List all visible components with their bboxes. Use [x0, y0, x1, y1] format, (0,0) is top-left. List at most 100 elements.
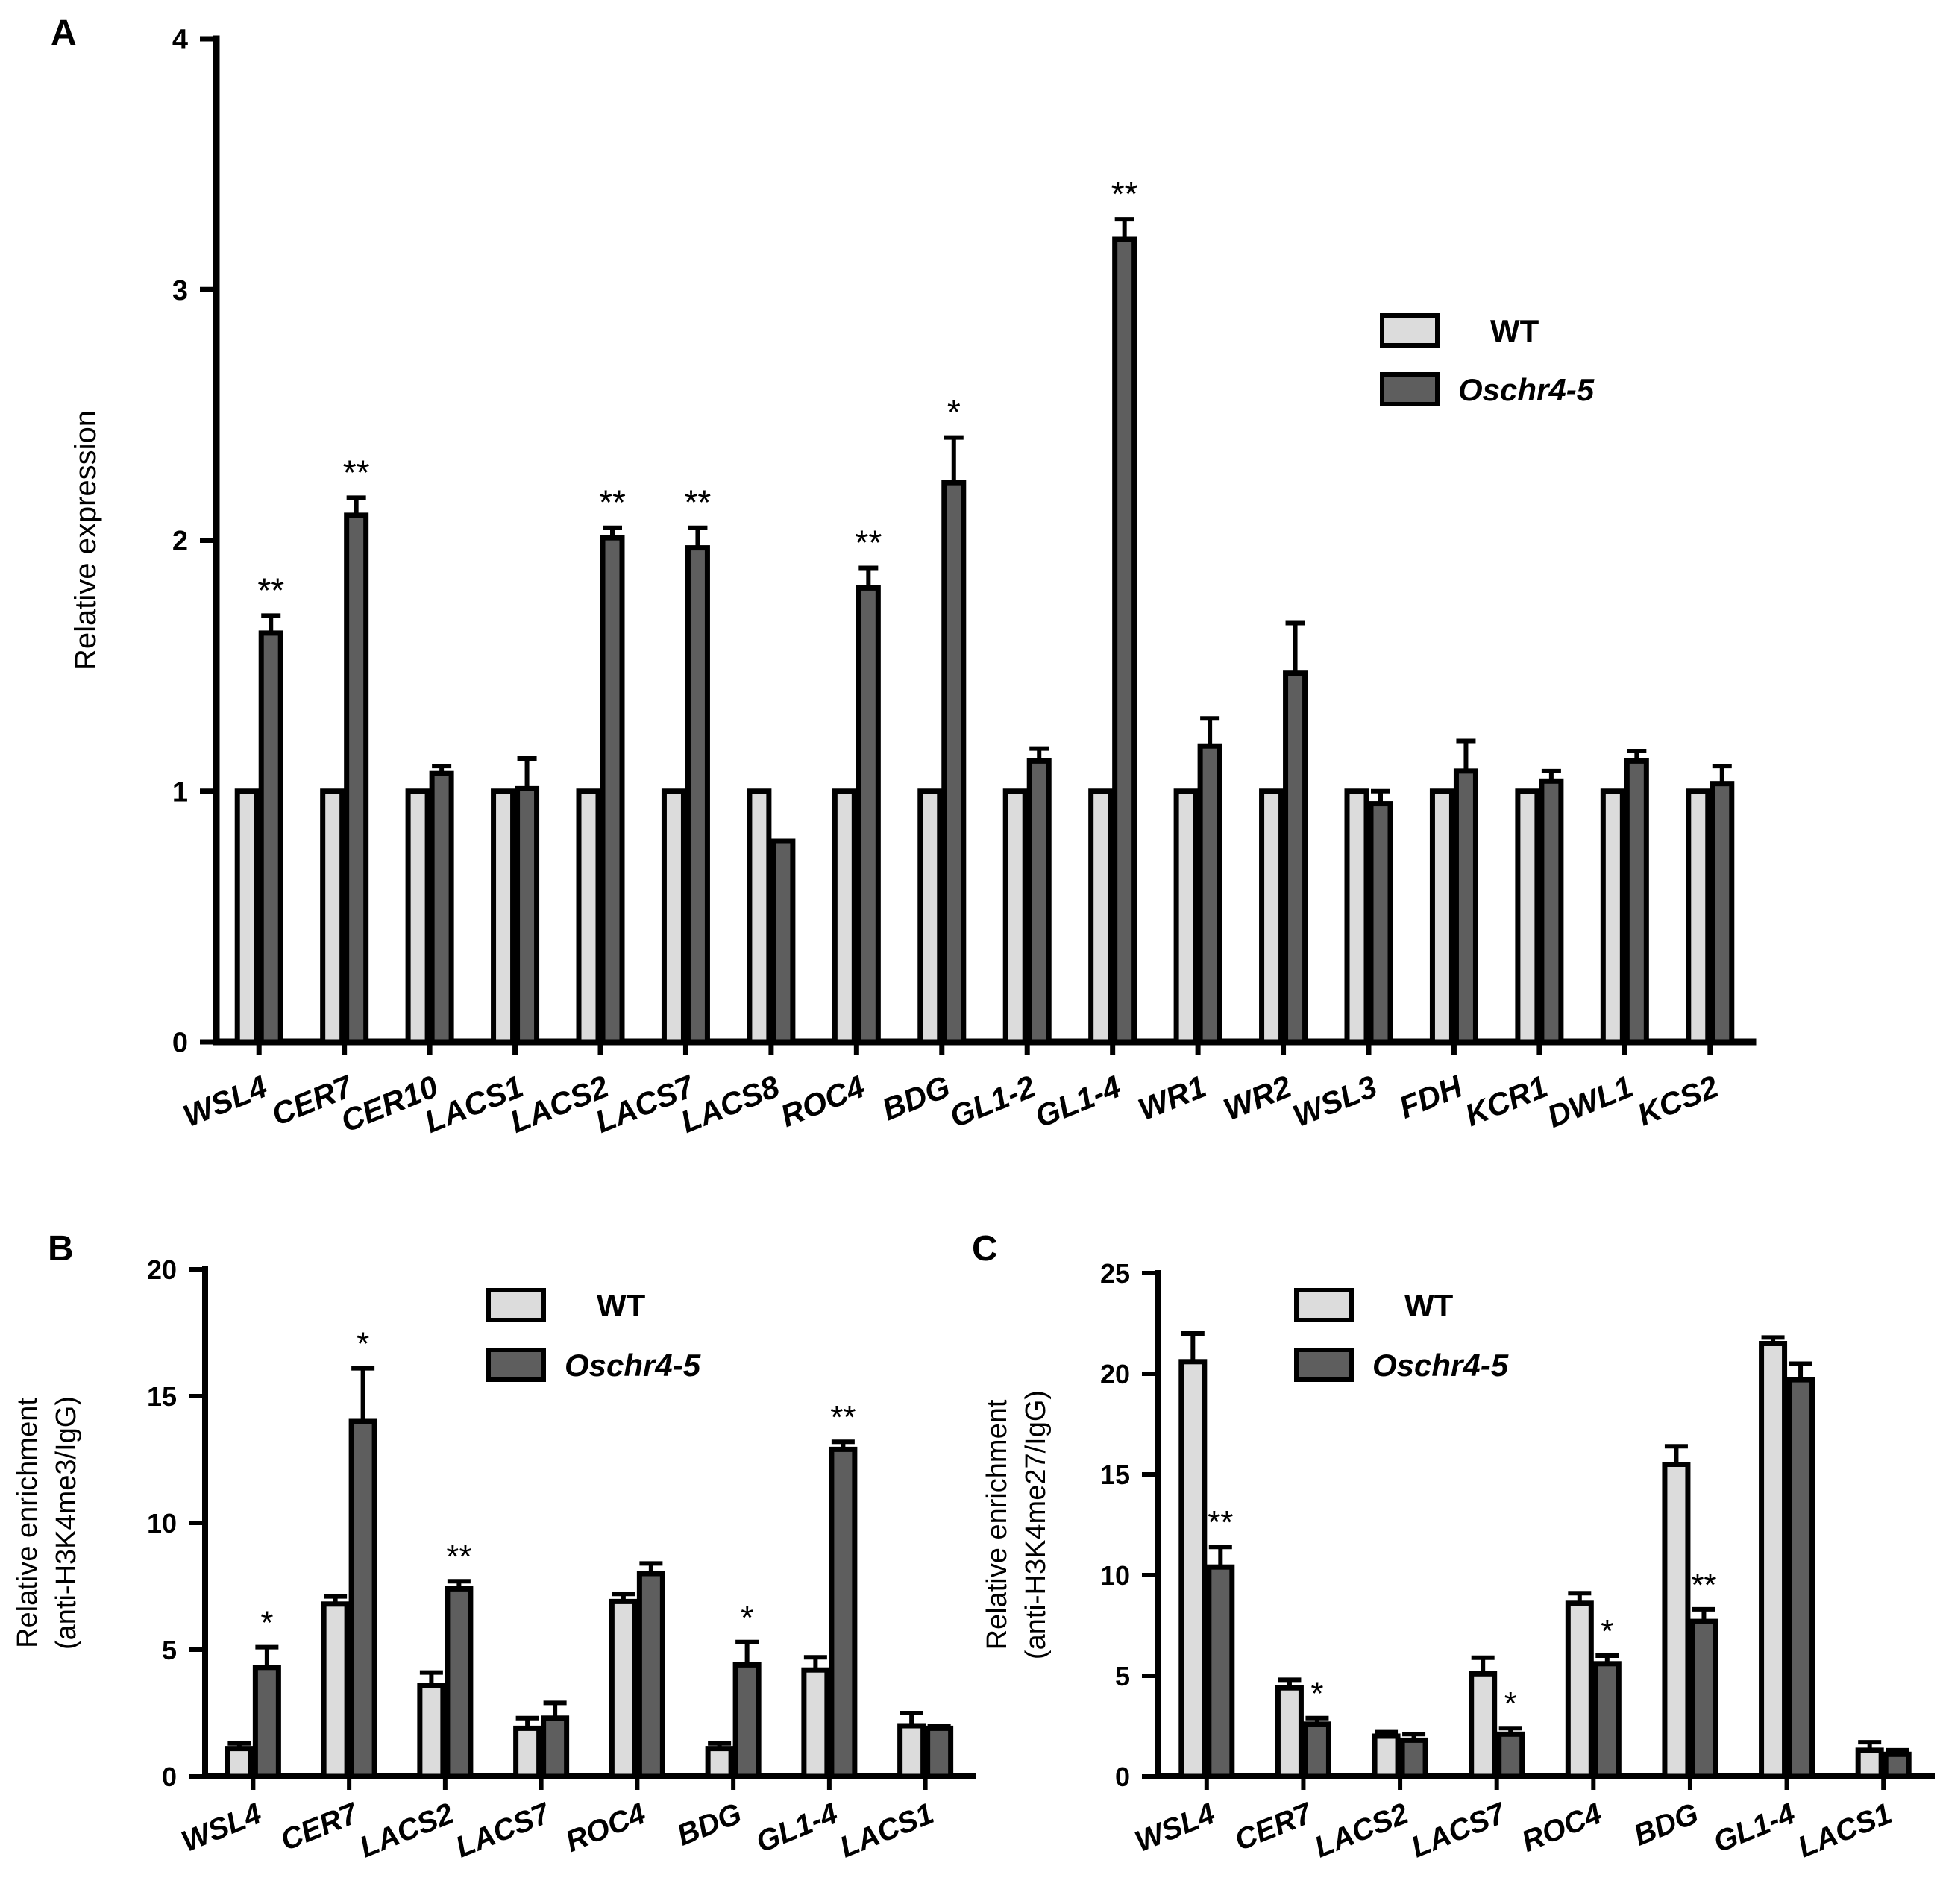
significance-marker: ** [343, 453, 370, 491]
y-tick-label: 20 [147, 1254, 177, 1285]
bar-group-roc4: * ROC4 [1517, 1591, 1622, 1859]
bar-wt-lacs7 [513, 1725, 542, 1779]
bar-mutant-wsl4 [252, 1665, 281, 1779]
bar-mutant-fdh [1453, 768, 1478, 1045]
category-label: LACS7 [451, 1797, 556, 1864]
bar-group-bdg: * BDG [673, 1600, 762, 1853]
bar-mutant-lacs7 [541, 1715, 570, 1779]
category-label: LACS2 [355, 1797, 458, 1864]
bar-wt-wsl3 [1344, 788, 1369, 1045]
significance-marker: ** [830, 1399, 856, 1436]
y-tick-label: 10 [1100, 1560, 1130, 1591]
y-tick-label: 3 [172, 275, 188, 307]
category-label: WR1 [1133, 1069, 1211, 1128]
bar-group-fdh: FDH [1394, 738, 1478, 1125]
bar-mutant-lacs2 [600, 535, 625, 1045]
significance-marker: * [947, 393, 961, 432]
y-ticks: 0 5 10 15 20 25 [1100, 1258, 1158, 1792]
significance-marker: ** [685, 483, 712, 522]
category-label: WSL4 [1131, 1797, 1220, 1859]
category-label: ROC4 [776, 1069, 870, 1134]
panel-label: C [972, 1229, 998, 1269]
category-label: BDG [877, 1069, 955, 1128]
category-label: WSL4 [177, 1797, 266, 1859]
bar-group-cer7: * CER7 [1230, 1676, 1331, 1857]
y-tick-label: 0 [162, 1762, 177, 1792]
legend-label-wt: WT [597, 1288, 646, 1323]
y-tick-label: 5 [162, 1635, 177, 1665]
bar-wt-wsl4 [225, 1746, 254, 1779]
y-tick-label: 15 [147, 1381, 177, 1412]
legend: WT Oschr4-5 [1294, 1288, 1509, 1383]
bar-group-gl1-4: GL1-4 [1709, 1335, 1815, 1859]
bar-wt-lacs1 [1855, 1747, 1884, 1779]
bar-wt-kcs2 [1686, 788, 1711, 1045]
category-label: CER7 [276, 1797, 363, 1857]
y-tick-label: 20 [1100, 1359, 1130, 1389]
category-label: LACS1 [835, 1797, 938, 1864]
bar-mutant-lacs1 [515, 785, 540, 1045]
bar-mutant-kcs2 [1710, 781, 1735, 1045]
legend-label-mutant: Oschr4-5 [565, 1348, 701, 1383]
bar-mutant-lacs2 [1399, 1737, 1428, 1779]
bar-wt-lacs2 [576, 788, 601, 1045]
legend: WT Oschr4-5 [1380, 313, 1595, 407]
bar-wt-fdh [1429, 788, 1454, 1045]
y-axis-label-line: Relative expression [69, 410, 102, 670]
bar-wt-bdg [705, 1746, 734, 1779]
significance-marker: ** [1208, 1504, 1233, 1541]
legend-swatch-mutant [1380, 372, 1440, 406]
bar-wt-lacs2 [417, 1683, 446, 1779]
bar-mutant-lacs2 [445, 1586, 474, 1779]
y-tick-label: 5 [1115, 1661, 1130, 1691]
bar-group-bdg: ** BDG [1629, 1444, 1718, 1853]
legend-swatch-wt [1294, 1288, 1354, 1322]
category-label: ROC4 [1517, 1797, 1607, 1859]
category-label: WSL4 [178, 1069, 272, 1134]
category-label: KCR1 [1460, 1069, 1553, 1133]
bar-wt-gl1-4 [1088, 788, 1114, 1045]
bar-wt-bdg [917, 788, 943, 1045]
bar-wt-lacs8 [747, 788, 772, 1045]
bar-group-wsl4: * WSL4 [177, 1605, 281, 1859]
bar-wt-lacs1 [491, 788, 516, 1045]
bar-mutant-dwl1 [1624, 758, 1649, 1045]
bar-wt-cer7 [320, 788, 345, 1045]
bar-wt-lacs7 [661, 788, 686, 1045]
bar-mutant-lacs7 [1496, 1731, 1525, 1779]
bar-mutant-lacs1 [925, 1725, 954, 1779]
bar-group-wsl4: ** WSL4 [178, 571, 284, 1134]
category-label: ROC4 [561, 1797, 650, 1859]
bar-mutant-lacs1 [1883, 1751, 1912, 1779]
bar-mutant-cer7 [1302, 1721, 1331, 1779]
bar-group-lacs1: LACS1 [420, 756, 540, 1140]
bar-mutant-roc4 [636, 1571, 665, 1779]
bar-wt-wsl4 [234, 788, 260, 1045]
bar-wt-dwl1 [1600, 788, 1625, 1045]
panel-label: A [51, 13, 77, 53]
panel-B: B 0 5 10 15 20 Relative enrichment (anti-H3K4me… [12, 1229, 976, 1864]
legend-label-wt: WT [1404, 1288, 1454, 1323]
bar-mutant-gl1-2 [1026, 758, 1052, 1045]
y-tick-label: 0 [172, 1028, 188, 1059]
legend-swatch-wt [1380, 313, 1440, 348]
y-tick-label: 2 [172, 526, 188, 557]
category-label: FDH [1394, 1068, 1468, 1125]
bar-mutant-cer7 [348, 1418, 377, 1779]
bar-group-cer10: CER10 [336, 764, 454, 1139]
bar-mutant-roc4 [1592, 1661, 1622, 1779]
category-label: GL1-4 [752, 1797, 843, 1859]
bar-wt-cer10 [405, 788, 430, 1045]
bar-wt-wr1 [1173, 788, 1199, 1045]
legend-swatch-mutant [486, 1348, 546, 1382]
bar-mutant-gl1-4 [1112, 236, 1137, 1045]
panel-label: B [48, 1229, 74, 1269]
y-tick-label: 1 [172, 776, 188, 808]
category-label: BDG [1629, 1797, 1703, 1853]
bar-mutant-bdg [732, 1662, 762, 1779]
bar-group-wsl4: ** WSL4 [1131, 1331, 1235, 1859]
significance-marker: * [1504, 1685, 1517, 1722]
y-tick-label: 4 [172, 25, 188, 56]
